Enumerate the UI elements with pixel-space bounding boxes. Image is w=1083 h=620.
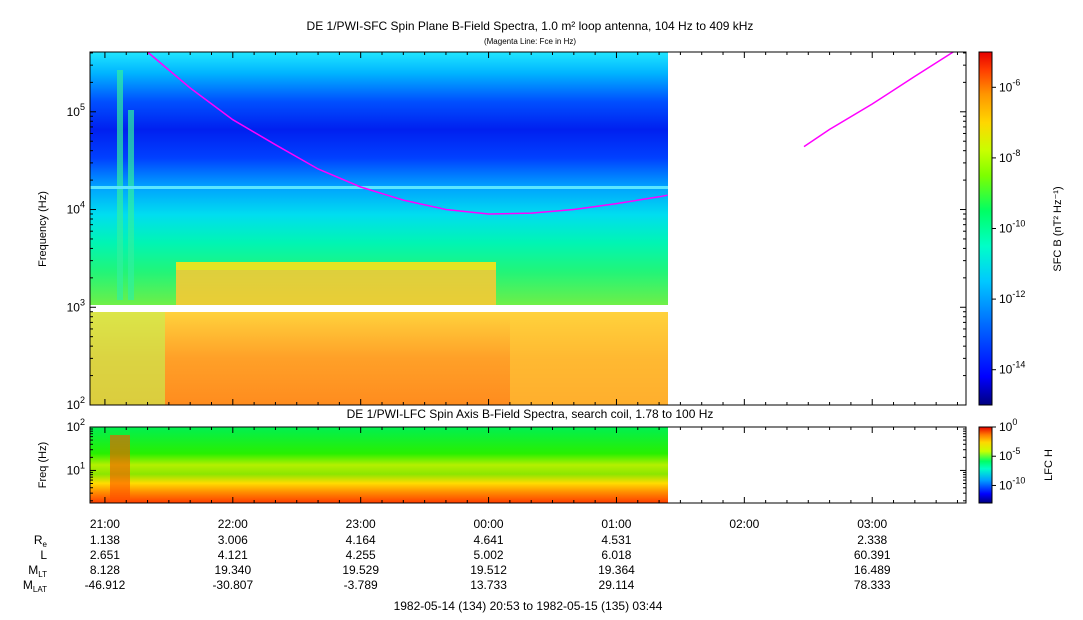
sfc-plot-frame [89, 51, 967, 406]
ephemeris-value: 1.138 [90, 533, 120, 547]
sfc-colorbar-tick-label: 10-6 [999, 77, 1020, 94]
ephemeris-value: 4.121 [218, 548, 248, 562]
time-tick-label: 03:00 [857, 517, 887, 531]
sfc-low-band-late [510, 312, 668, 405]
lfc-y-tick-label: 101 [67, 460, 85, 477]
sfc-colorbar-label: SFC B (nT² Hz⁻¹) [1052, 186, 1064, 271]
sfc-colorbar-tick-label: 10-8 [999, 148, 1020, 165]
ephemeris-value: 60.391 [854, 548, 891, 562]
ephemeris-value: 19.340 [214, 563, 251, 577]
ephemeris-value: 4.641 [474, 533, 504, 547]
lfc-burst [110, 435, 130, 503]
ephemeris-value: 4.255 [346, 548, 376, 562]
sfc-colorbar [978, 51, 993, 406]
ephemeris-value: 4.164 [346, 533, 376, 547]
ephemeris-value: 2.338 [857, 533, 887, 547]
sfc-y-tick-label: 102 [67, 395, 85, 412]
sfc-colorbar-tick-label: 10-12 [999, 289, 1025, 306]
sfc-chart-title: DE 1/PWI-SFC Spin Plane B-Field Spectra,… [307, 19, 754, 33]
lfc-colorbar-tick-label: 100 [999, 417, 1017, 434]
ephemeris-value: -3.789 [344, 578, 378, 592]
sfc-y-tick-label: 105 [67, 102, 85, 119]
sfc-burst-2 [128, 110, 134, 300]
time-axis-labels: 21:00 22:00 23:00 00:00 01:00 02:00 03:00 [90, 52, 958, 531]
sfc-emission-top [176, 262, 496, 270]
time-tick-label: 00:00 [474, 517, 504, 531]
sfc-colorbar-tick-label: 10-14 [999, 360, 1025, 377]
lfc-y-axis-label: Freq (Hz) [37, 442, 49, 488]
sfc-colorbar-tick-label: 10-10 [999, 219, 1025, 236]
ephemeris-row-label: Re [34, 533, 48, 549]
sfc-data-gap [90, 305, 668, 312]
sfc-burst-1 [117, 70, 123, 300]
ephemeris-value: 16.489 [854, 563, 891, 577]
lfc-spectrum-background [90, 427, 668, 503]
footer-time-range: 1982-05-14 (134) 20:53 to 1982-05-15 (13… [394, 599, 663, 613]
ephemeris-value: 5.002 [474, 548, 504, 562]
fce-line-segment-2 [803, 51, 954, 148]
lfc-colorbar [978, 426, 993, 504]
lfc-y-tick-label: 102 [67, 417, 85, 434]
sfc-low-band-early [90, 312, 165, 405]
sfc-y-axis-label: Frequency (Hz) [37, 191, 49, 267]
ephemeris-row-label: L [40, 548, 47, 562]
time-tick-label: 01:00 [601, 517, 631, 531]
sfc-y-tick-label: 103 [67, 297, 85, 314]
ephemeris-value: 4.531 [601, 533, 631, 547]
ephemeris-row-label: MLT [28, 563, 47, 579]
ephemeris-value: 78.333 [854, 578, 891, 592]
ephemeris-value: 6.018 [601, 548, 631, 562]
sfc-chart-subtitle: (Magenta Line: Fce in Hz) [484, 37, 576, 46]
time-tick-label: 22:00 [218, 517, 248, 531]
time-tick-label: 23:00 [346, 517, 376, 531]
ephemeris-value: 29.114 [599, 578, 635, 592]
ephemeris-value: 13.733 [470, 578, 507, 592]
lfc-colorbar-tick-label: 10-10 [999, 475, 1025, 492]
sfc-interference-line [90, 186, 668, 189]
lfc-colorbar-tick-label: 10-5 [999, 446, 1020, 463]
sfc-spectrogram-panel [89, 51, 967, 406]
lfc-colorbar-label: LFC H [1043, 449, 1055, 481]
ephemeris-value: 8.128 [90, 563, 120, 577]
ephemeris-value: 3.006 [218, 533, 248, 547]
time-tick-label: 21:00 [90, 517, 120, 531]
ephemeris-value: -30.807 [212, 578, 253, 592]
ephemeris-value: -46.912 [85, 578, 126, 592]
lfc-spectrogram-panel [89, 426, 967, 504]
lfc-colorbar-ticks: 10-10 10-5 100 [992, 417, 1025, 492]
sfc-y-tick-label: 104 [67, 200, 85, 217]
ephemeris-row-label: MLAT [23, 578, 47, 594]
lfc-y-axis: 101 102 [67, 417, 966, 502]
sfc-colorbar-ticks: 10-14 10-12 10-10 10-8 10-6 [992, 77, 1025, 377]
ephemeris-value: 19.364 [598, 563, 635, 577]
ephemeris-value: 19.512 [470, 563, 507, 577]
lfc-chart-title: DE 1/PWI-LFC Spin Axis B-Field Spectra, … [347, 407, 714, 421]
time-tick-label: 02:00 [729, 517, 759, 531]
ephemeris-value: 2.651 [90, 548, 120, 562]
lfc-plot-frame [89, 426, 967, 504]
sfc-y-axis: 102 103 104 105 [67, 52, 966, 412]
fce-line-segment-1 [147, 51, 668, 215]
ephemeris-value: 19.529 [342, 563, 379, 577]
ephemeris-table: Re 1.138 3.006 4.164 4.641 4.531 2.338 L 2.651 4.… [23, 533, 891, 594]
